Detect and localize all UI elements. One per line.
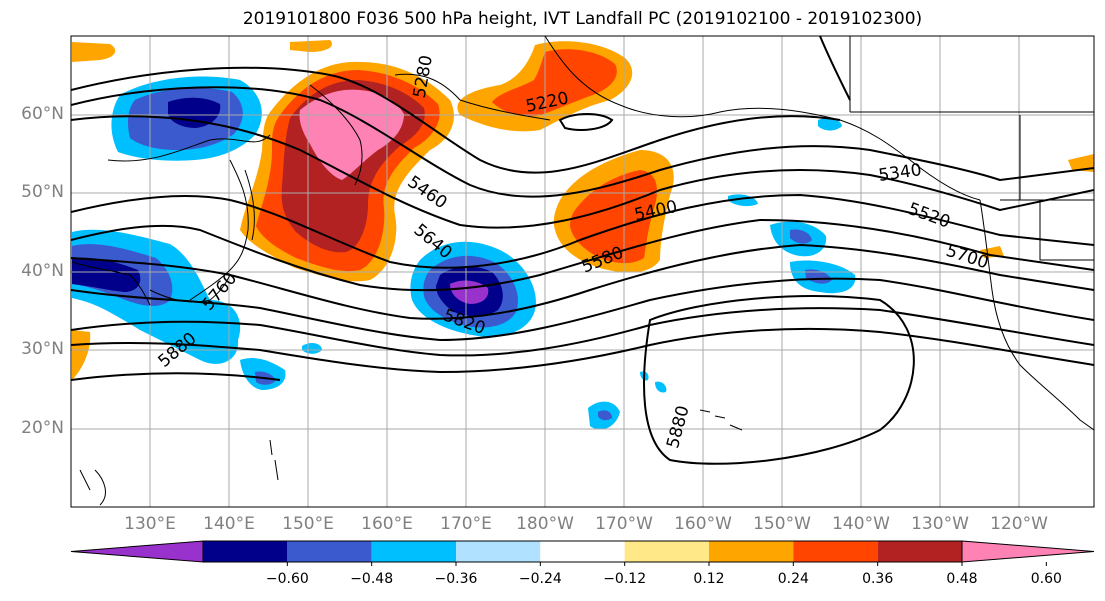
colorbar-segment-over [961, 540, 1095, 563]
lon-label-140w: 140°W [832, 514, 890, 534]
colorbar-tick-label: −0.36 [434, 571, 478, 587]
colorbar-segment [877, 541, 962, 562]
colorbar-tick-label: 0.48 [946, 571, 978, 587]
lat-label-50n: 50°N [21, 182, 64, 202]
colorbar-tick-label: −0.12 [603, 571, 647, 587]
colorbar-segment [540, 541, 625, 562]
graticule [71, 36, 1094, 507]
colorbar-segment [793, 541, 878, 562]
lon-label-170w: 170°W [595, 514, 653, 534]
colorbar-segment [624, 541, 709, 562]
colorbar-segment [203, 541, 288, 562]
lon-label-170e: 170°E [440, 514, 492, 534]
colorbar-segment [371, 541, 456, 562]
lon-label-150w: 150°W [753, 514, 811, 534]
ivt-positive-region-kamchatka [240, 61, 454, 282]
lon-label-180w: 180°W [516, 514, 574, 534]
map-frame [70, 35, 1095, 508]
lon-label-130w: 130°W [911, 514, 969, 534]
ivt-negative-region-pacific [302, 118, 856, 430]
height-contours [71, 36, 1094, 465]
colorbar-tick-label: 0.36 [862, 571, 894, 587]
colorbar-tick-label: −0.24 [518, 571, 562, 587]
map-title: 2019101800 F036 500 hPa height, IVT Land… [242, 9, 923, 29]
lon-label-120w: 120°W [990, 514, 1048, 534]
colorbar-tick-label: −0.60 [265, 571, 309, 587]
lon-label-160e: 160°E [361, 514, 413, 534]
lon-label-130e: 130°E [124, 514, 176, 534]
colorbar-tick-label: 0.24 [777, 571, 809, 587]
colorbar-segment [287, 541, 372, 562]
colorbar-segment [456, 541, 541, 562]
colorbar-segment [709, 541, 794, 562]
colorbar-tick-label: −0.48 [350, 571, 394, 587]
lat-label-20n: 20°N [21, 418, 64, 438]
lon-label-140e: 140°E [203, 514, 255, 534]
colorbar-tick-label: 0.60 [1030, 571, 1062, 587]
ivt-negative-region-japan [72, 229, 286, 390]
colorbar-segment-under [70, 540, 204, 563]
colorbar-tick-label: 0.12 [693, 571, 725, 587]
lon-label-150e: 150°E [282, 514, 334, 534]
lat-label-40n: 40°N [21, 261, 64, 281]
coastlines [71, 36, 1094, 506]
colorbar-outline [202, 540, 963, 563]
lat-label-60n: 60°N [21, 104, 64, 124]
lon-label-160w: 160°W [674, 514, 732, 534]
lat-label-30n: 30°N [21, 339, 64, 359]
